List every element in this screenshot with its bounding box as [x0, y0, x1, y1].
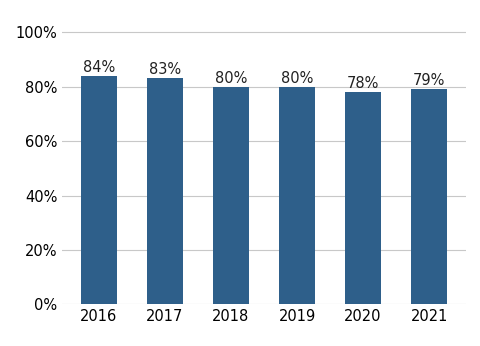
Text: 83%: 83% — [149, 62, 181, 78]
Bar — [345, 92, 381, 304]
Bar — [147, 79, 183, 304]
Text: 78%: 78% — [347, 76, 379, 91]
Text: 84%: 84% — [83, 60, 115, 75]
Bar — [213, 86, 249, 304]
Bar — [279, 86, 315, 304]
Bar — [411, 89, 447, 304]
Text: 80%: 80% — [281, 71, 313, 85]
Text: 80%: 80% — [215, 71, 247, 85]
Bar — [81, 76, 117, 304]
Text: 79%: 79% — [413, 73, 445, 88]
